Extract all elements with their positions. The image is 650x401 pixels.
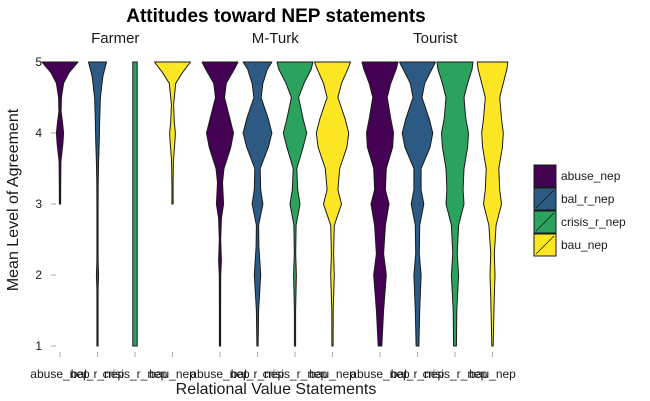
x-tick-label-bal_r_nep: bal_r_nep [71, 367, 125, 381]
x-tick-label-crisis_r_nep: crisis_r_nep [423, 367, 488, 381]
facet-label: Farmer [91, 30, 139, 47]
x-tick-label-crisis_r_nep: crisis_r_nep [263, 367, 328, 381]
violin-tourist-abuse_nep [361, 61, 399, 347]
violin-tourist-bal_r_nep [399, 61, 436, 347]
facet-label: Tourist [413, 30, 458, 47]
x-tick-label-abuse_nep: abuse_nep [350, 367, 410, 381]
legend-swatch-diagonal [535, 189, 555, 209]
x-tick-label-abuse_nep: abuse_nep [30, 367, 90, 381]
chart-title: Attitudes toward NEP statements [126, 6, 425, 27]
legend-swatch-diagonal [535, 212, 555, 232]
legend-swatch-diagonal [535, 235, 555, 255]
x-tick-label-crisis_r_nep: crisis_r_nep [103, 367, 168, 381]
legend-label-abuse_nep: abuse_nep [561, 169, 621, 183]
x-tick-label-bal_r_nep: bal_r_nep [231, 367, 285, 381]
y-tick-label: 4 [35, 126, 42, 140]
x-tick-label-bau_nep: bau_nep [469, 367, 516, 381]
facet-label: M-Turk [252, 30, 299, 47]
violin-farmer-abuse_nep [41, 61, 79, 205]
x-tick-label-abuse_nep: abuse_nep [190, 367, 250, 381]
violin-m-turk-bau_nep [314, 61, 351, 347]
x-axis-title: Relational Value Statements [176, 381, 377, 398]
violin-farmer-bal_r_nep [88, 61, 107, 347]
x-tick-label-bal_r_nep: bal_r_nep [391, 367, 445, 381]
legend-label-bau_nep: bau_nep [561, 238, 608, 252]
y-tick-label: 2 [35, 268, 42, 282]
violin-m-turk-bal_r_nep [242, 61, 273, 347]
y-tick-label: 3 [35, 197, 42, 211]
violin-tourist-bau_nep [476, 61, 509, 347]
y-tick-label: 1 [35, 339, 42, 353]
x-tick-label-bau_nep: bau_nep [149, 367, 196, 381]
x-tick-label-bau_nep: bau_nep [309, 367, 356, 381]
y-axis-title: Mean Level of Agreement [5, 108, 22, 291]
y-tick-label: 5 [35, 55, 42, 69]
violin-tourist-crisis_r_nep [436, 61, 474, 347]
violin-m-turk-abuse_nep [201, 61, 239, 347]
legend-label-bal_r_nep: bal_r_nep [561, 192, 615, 206]
legend-label-crisis_r_nep: crisis_r_nep [561, 215, 626, 229]
violin-farmer-bau_nep [154, 61, 191, 205]
violin-m-turk-crisis_r_nep [276, 61, 314, 347]
violin-farmer-crisis_r_nep [132, 61, 138, 347]
legend-swatch-diagonal [535, 166, 555, 186]
